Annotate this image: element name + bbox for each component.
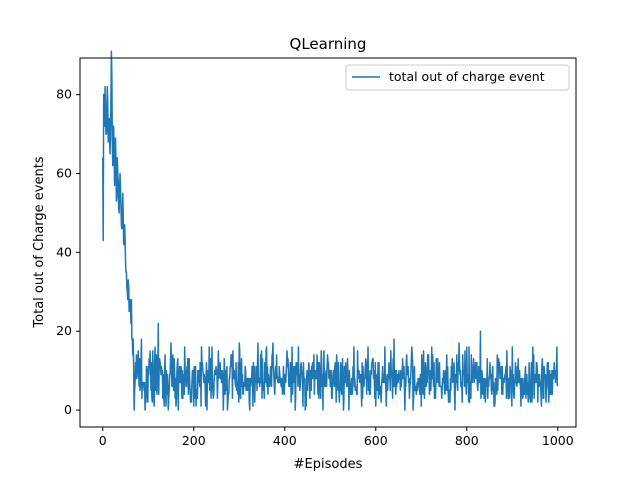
legend-label: total out of charge event <box>389 69 545 84</box>
legend: total out of charge event <box>345 64 570 91</box>
x-tick-label: 200 <box>182 433 206 448</box>
plot-area <box>102 50 559 411</box>
y-tick-label: 80 <box>56 87 72 102</box>
plot-frame <box>79 57 577 428</box>
y-axis-title: Total out of Charge events <box>32 156 47 328</box>
series-line-total-out-of-charge-event <box>102 50 559 411</box>
y-tick-label: 20 <box>56 323 72 338</box>
y-tick-label: 0 <box>64 402 72 417</box>
x-tick-label: 800 <box>455 433 479 448</box>
x-axis-title: #Episodes <box>294 457 363 472</box>
legend-box <box>345 64 570 91</box>
y-tick-label: 60 <box>56 166 72 181</box>
x-tick-label: 600 <box>364 433 388 448</box>
chart-title: QLearning <box>290 35 367 53</box>
x-tick-label: 400 <box>273 433 297 448</box>
y-tick-label: 40 <box>56 244 72 259</box>
x-tick-label: 1000 <box>542 433 574 448</box>
axis-ticks: 0 200 400 600 800 1000 0 20 40 60 80 <box>56 87 574 448</box>
x-tick-label: 0 <box>99 433 107 448</box>
